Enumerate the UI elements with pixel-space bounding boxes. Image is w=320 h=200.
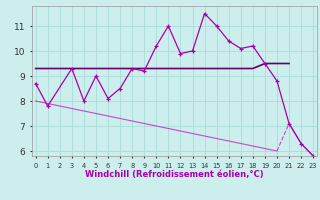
X-axis label: Windchill (Refroidissement éolien,°C): Windchill (Refroidissement éolien,°C) — [85, 170, 264, 179]
